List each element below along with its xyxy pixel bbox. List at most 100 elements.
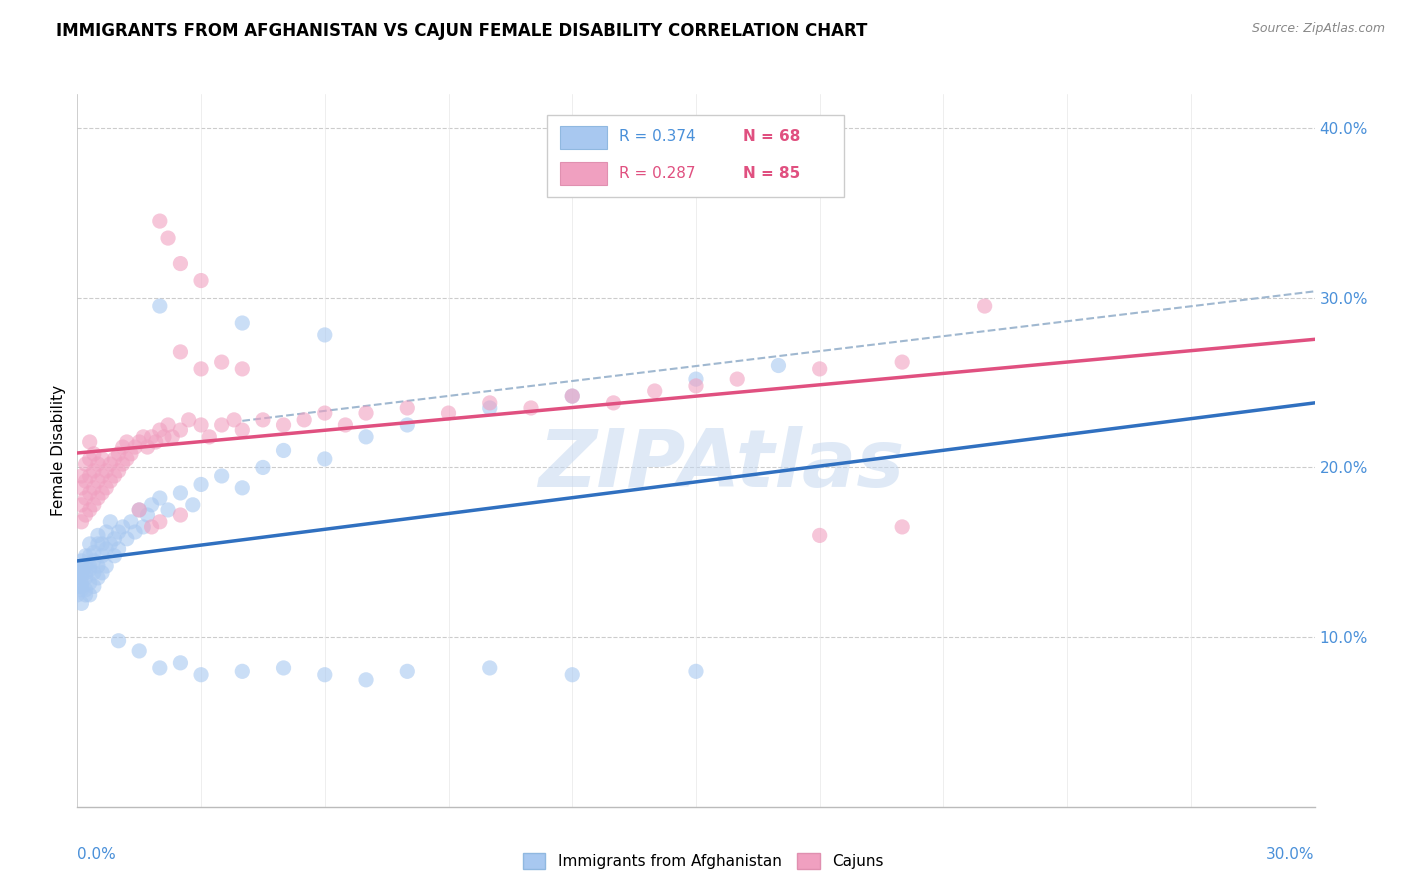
Point	[273, 417, 295, 432]
Point	[141, 430, 163, 444]
Point	[83, 447, 105, 461]
Point	[973, 299, 995, 313]
Point	[198, 430, 221, 444]
Point	[149, 491, 172, 505]
Point	[478, 396, 501, 410]
Point	[128, 434, 150, 449]
Point	[70, 571, 93, 585]
Point	[107, 464, 129, 478]
Point	[169, 256, 191, 270]
Point	[157, 231, 180, 245]
Point	[79, 588, 101, 602]
Point	[169, 508, 191, 522]
Point	[66, 566, 89, 580]
Text: R = 0.374: R = 0.374	[619, 129, 696, 144]
Point	[87, 528, 110, 542]
Point	[157, 503, 180, 517]
Point	[190, 362, 212, 376]
Text: N = 85: N = 85	[742, 166, 800, 181]
Point	[75, 588, 97, 602]
Point	[725, 372, 748, 386]
Point	[157, 417, 180, 432]
Point	[75, 474, 97, 488]
Point	[79, 549, 101, 563]
Point	[169, 345, 191, 359]
Point	[128, 503, 150, 517]
Point	[252, 413, 274, 427]
Point	[128, 644, 150, 658]
Point	[169, 656, 191, 670]
Point	[132, 430, 155, 444]
Point	[211, 355, 233, 369]
Point	[314, 327, 336, 342]
Point	[190, 417, 212, 432]
Point	[70, 582, 93, 597]
Point	[478, 661, 501, 675]
Point	[292, 413, 315, 427]
Point	[79, 452, 101, 467]
Point	[314, 406, 336, 420]
Point	[83, 579, 105, 593]
Point	[75, 508, 97, 522]
Point	[685, 379, 707, 393]
Point	[437, 406, 460, 420]
Point	[252, 460, 274, 475]
Text: R = 0.287: R = 0.287	[619, 166, 696, 181]
Point	[75, 582, 97, 597]
Point	[70, 498, 93, 512]
Point	[354, 430, 377, 444]
Point	[153, 430, 176, 444]
Point	[107, 447, 129, 461]
Point	[83, 566, 105, 580]
Point	[231, 481, 253, 495]
Point	[685, 372, 707, 386]
Point	[149, 299, 172, 313]
Point	[103, 532, 125, 546]
Point	[115, 434, 138, 449]
Point	[75, 549, 97, 563]
Point	[75, 491, 97, 505]
Point	[79, 469, 101, 483]
Point	[136, 508, 159, 522]
Point	[83, 554, 105, 568]
Point	[66, 562, 89, 576]
Point	[396, 665, 419, 679]
Point	[602, 396, 624, 410]
Point	[79, 576, 101, 591]
Point	[91, 452, 114, 467]
Point	[891, 355, 914, 369]
Point	[75, 571, 97, 585]
Point	[211, 469, 233, 483]
Point	[111, 457, 134, 471]
Point	[644, 384, 666, 398]
Point	[169, 423, 191, 437]
Point	[231, 316, 253, 330]
Point	[124, 524, 146, 539]
Point	[132, 520, 155, 534]
Legend: Immigrants from Afghanistan, Cajuns: Immigrants from Afghanistan, Cajuns	[516, 847, 890, 875]
Point	[91, 486, 114, 500]
Point	[685, 665, 707, 679]
Point	[75, 457, 97, 471]
Point	[87, 457, 110, 471]
Point	[103, 452, 125, 467]
Point	[335, 417, 357, 432]
Point	[169, 486, 191, 500]
Point	[70, 566, 93, 580]
Point	[891, 520, 914, 534]
Point	[141, 498, 163, 512]
Point	[561, 389, 583, 403]
FancyBboxPatch shape	[560, 126, 607, 149]
Point	[181, 498, 204, 512]
Point	[96, 524, 118, 539]
Point	[190, 667, 212, 681]
FancyBboxPatch shape	[560, 162, 607, 185]
Point	[70, 469, 93, 483]
Text: N = 68: N = 68	[742, 129, 800, 144]
Point	[79, 562, 101, 576]
Point	[79, 486, 101, 500]
Point	[808, 362, 831, 376]
Point	[190, 477, 212, 491]
Point	[520, 401, 543, 415]
Point	[177, 413, 200, 427]
